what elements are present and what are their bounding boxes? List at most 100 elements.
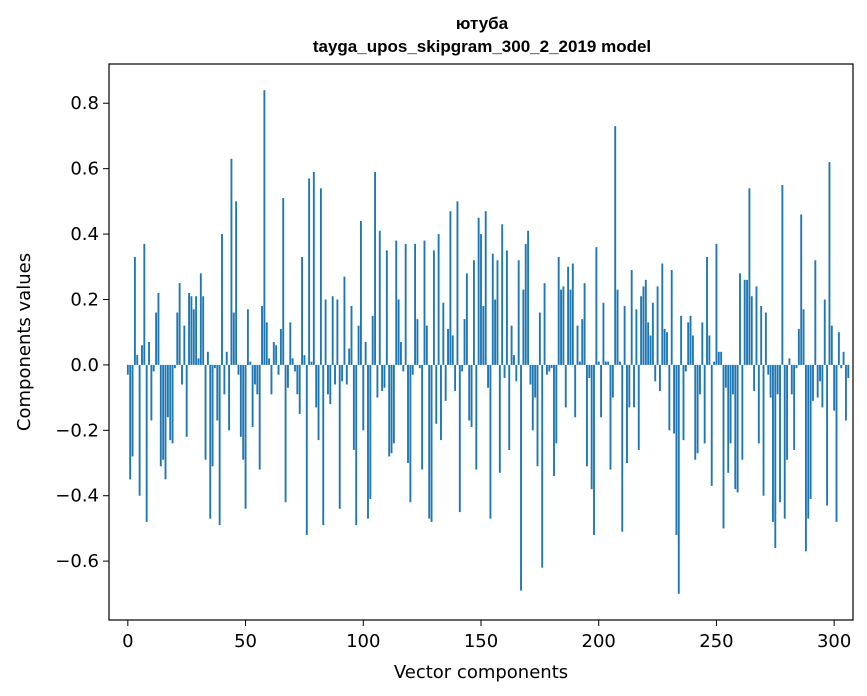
bar-83 xyxy=(322,364,325,526)
x-tick-label: 300 xyxy=(817,631,851,652)
bar-182 xyxy=(555,364,558,444)
bar-177 xyxy=(543,283,546,365)
bar-105 xyxy=(374,171,376,365)
bar-54 xyxy=(254,364,256,385)
bar-59 xyxy=(265,322,268,365)
bar-21 xyxy=(176,312,179,365)
bar-279 xyxy=(783,364,786,519)
bar-80 xyxy=(315,364,318,408)
bar-43 xyxy=(228,364,231,431)
bar-135 xyxy=(444,364,447,401)
bar-186 xyxy=(564,364,567,408)
y-tick-label: −0.4 xyxy=(55,486,99,507)
bar-95 xyxy=(350,306,353,365)
bar-292 xyxy=(814,260,817,365)
bar-227 xyxy=(661,263,664,365)
bar-271 xyxy=(764,312,767,365)
bar-149 xyxy=(477,217,480,365)
bar-25 xyxy=(185,364,188,437)
bar-215 xyxy=(633,364,635,408)
bar-167 xyxy=(520,364,522,591)
bar-291 xyxy=(812,364,814,401)
bar-152 xyxy=(484,211,487,365)
bar-304 xyxy=(842,351,845,365)
bar-4 xyxy=(136,355,139,365)
bar-238 xyxy=(687,322,690,365)
y-tick-label: −0.6 xyxy=(55,551,99,572)
bar-6 xyxy=(141,345,143,365)
bar-18 xyxy=(169,364,172,441)
bar-130 xyxy=(432,250,435,365)
bar-71 xyxy=(294,364,296,372)
bar-0 xyxy=(126,364,129,375)
bar-110 xyxy=(385,250,388,365)
bar-205 xyxy=(609,364,612,470)
bar-295 xyxy=(821,364,824,408)
bar-73 xyxy=(298,364,301,414)
bar-7 xyxy=(143,243,146,365)
bar-94 xyxy=(348,348,351,365)
bar-139 xyxy=(454,364,457,392)
bar-225 xyxy=(656,286,659,365)
bar-34 xyxy=(206,351,209,365)
bar-265 xyxy=(750,296,753,365)
bar-78 xyxy=(310,361,313,365)
bar-3 xyxy=(133,256,136,365)
bar-116 xyxy=(400,342,402,365)
bar-300 xyxy=(833,364,836,411)
bar-258 xyxy=(734,364,737,490)
bar-89 xyxy=(336,299,339,365)
bar-306 xyxy=(847,364,850,378)
bar-32 xyxy=(202,296,205,365)
bar-17 xyxy=(166,364,169,418)
bar-273 xyxy=(769,364,772,398)
bar-153 xyxy=(487,364,489,388)
bar-9 xyxy=(148,342,150,365)
bar-140 xyxy=(456,201,459,365)
bar-191 xyxy=(576,325,579,365)
bar-85 xyxy=(327,364,329,395)
bar-219 xyxy=(642,286,645,365)
bar-142 xyxy=(461,364,464,372)
bar-111 xyxy=(388,364,391,457)
bar-81 xyxy=(317,364,320,441)
bar-134 xyxy=(442,302,445,365)
bar-133 xyxy=(440,364,442,441)
bar-209 xyxy=(618,361,621,365)
bar-183 xyxy=(557,256,560,365)
bar-296 xyxy=(823,299,826,365)
bar-151 xyxy=(482,306,485,365)
bar-45 xyxy=(232,312,235,365)
y-tick-label: 0.2 xyxy=(70,289,99,310)
bar-290 xyxy=(809,364,812,499)
bar-41 xyxy=(223,364,226,395)
bar-218 xyxy=(640,296,643,365)
plot-frame xyxy=(108,63,854,621)
bar-20 xyxy=(173,364,176,369)
bar-147 xyxy=(472,260,475,365)
bar-86 xyxy=(329,364,332,405)
bar-222 xyxy=(649,335,652,365)
bar-268 xyxy=(757,364,760,444)
bar-107 xyxy=(378,230,381,365)
bar-62 xyxy=(272,342,275,365)
bar-90 xyxy=(338,364,341,509)
bar-211 xyxy=(623,306,626,365)
bar-23 xyxy=(181,364,183,385)
bar-196 xyxy=(588,364,591,378)
bar-172 xyxy=(531,364,534,431)
bar-176 xyxy=(541,364,544,568)
bar-262 xyxy=(743,279,746,365)
x-axis-label: Vector components xyxy=(394,662,568,683)
bar-series xyxy=(126,90,850,594)
bar-301 xyxy=(835,364,838,522)
bar-154 xyxy=(489,364,492,519)
bar-70 xyxy=(291,358,294,365)
bar-251 xyxy=(717,351,720,365)
bar-126 xyxy=(423,240,426,365)
bar-123 xyxy=(416,319,419,365)
x-tick-label: 200 xyxy=(582,631,616,652)
bar-26 xyxy=(188,292,190,365)
bar-19 xyxy=(171,364,174,444)
